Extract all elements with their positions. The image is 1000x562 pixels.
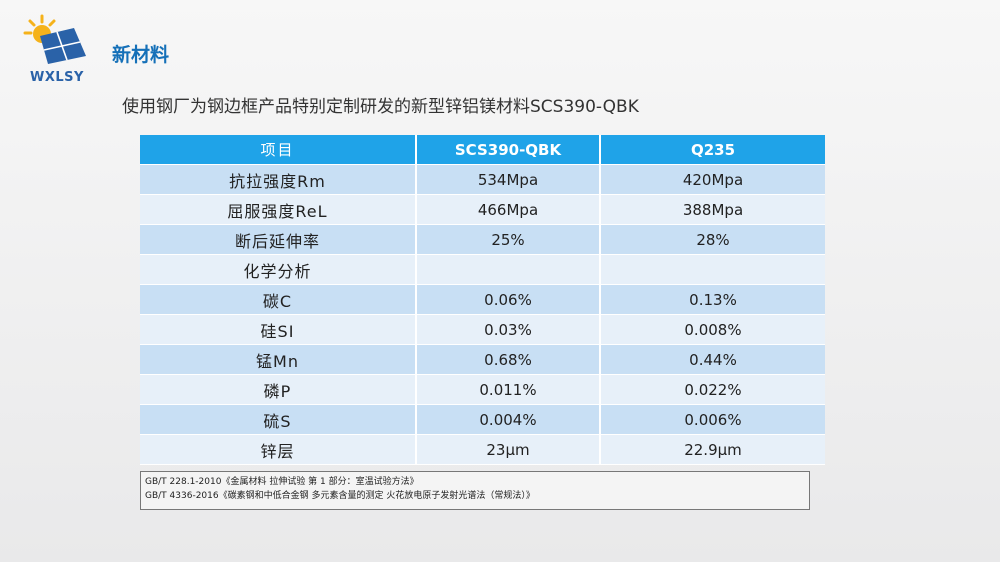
cell-scs390: 534Mpa (416, 164, 601, 195)
table-row: 碳C 0.06% 0.13% (140, 284, 825, 315)
table-row: 磷P 0.011% 0.022% (140, 374, 825, 405)
table-row: 屈服强度ReL 466Mpa 388Mpa (140, 194, 825, 225)
cell-scs390: 23μm (416, 434, 601, 465)
cell-q235: 0.44% (600, 344, 825, 375)
cell-q235: 0.006% (600, 404, 825, 435)
header-item: 项目 (140, 135, 417, 165)
cell-q235: 0.13% (600, 284, 825, 315)
table-row: 硅SI 0.03% 0.008% (140, 314, 825, 345)
table-row: 抗拉强度Rm 534Mpa 420Mpa (140, 164, 825, 195)
header-scs390-qbk: SCS390-QBK (416, 135, 601, 165)
header-q235: Q235 (600, 135, 825, 165)
reference-line: GB/T 228.1-2010《金属材料 拉伸试验 第 1 部分：室温试验方法》 (145, 477, 419, 487)
reference-line: GB/T 4336-2016《碳素钢和中低合金钢 多元素含量的测定 火花放电原子… (145, 491, 535, 501)
row-label: 磷P (140, 374, 417, 405)
table-header-row: 项目 SCS390-QBK Q235 (140, 135, 825, 165)
cell-q235 (600, 254, 825, 285)
row-label: 屈服强度ReL (140, 194, 417, 225)
cell-scs390: 0.06% (416, 284, 601, 315)
cell-scs390: 0.004% (416, 404, 601, 435)
table-row: 硫S 0.004% 0.006% (140, 404, 825, 435)
section-title: 新材料 (112, 44, 170, 66)
cell-q235: 0.008% (600, 314, 825, 345)
logo-text: WXLSY (30, 70, 84, 85)
cell-scs390: 466Mpa (416, 194, 601, 225)
cell-q235: 420Mpa (600, 164, 825, 195)
cell-q235: 28% (600, 224, 825, 255)
row-label: 锰Mn (140, 344, 417, 375)
standards-reference-box: GB/T 228.1-2010《金属材料 拉伸试验 第 1 部分：室温试验方法》… (140, 471, 810, 510)
row-label: 抗拉强度Rm (140, 164, 417, 195)
row-label: 硫S (140, 404, 417, 435)
row-label: 锌层 (140, 434, 417, 465)
cell-q235: 0.022% (600, 374, 825, 405)
row-label: 硅SI (140, 314, 417, 345)
company-logo: WXLSY (22, 12, 92, 92)
row-label: 化学分析 (140, 254, 417, 285)
slide-subtitle: 使用钢厂为钢边框产品特别定制研发的新型锌铝镁材料SCS390-QBK (122, 97, 639, 117)
solar-panel-sun-icon (23, 14, 86, 64)
row-label: 碳C (140, 284, 417, 315)
cell-q235: 22.9μm (600, 434, 825, 465)
table-row: 锌层 23μm 22.9μm (140, 434, 825, 465)
cell-scs390: 0.011% (416, 374, 601, 405)
cell-q235: 388Mpa (600, 194, 825, 225)
table-row: 断后延伸率 25% 28% (140, 224, 825, 255)
table-row: 化学分析 (140, 254, 825, 285)
table-row: 锰Mn 0.68% 0.44% (140, 344, 825, 375)
cell-scs390: 25% (416, 224, 601, 255)
cell-scs390: 0.03% (416, 314, 601, 345)
cell-scs390: 0.68% (416, 344, 601, 375)
cell-scs390 (416, 254, 601, 285)
material-comparison-table: 项目 SCS390-QBK Q235 抗拉强度Rm 534Mpa 420Mpa … (140, 135, 825, 465)
row-label: 断后延伸率 (140, 224, 417, 255)
